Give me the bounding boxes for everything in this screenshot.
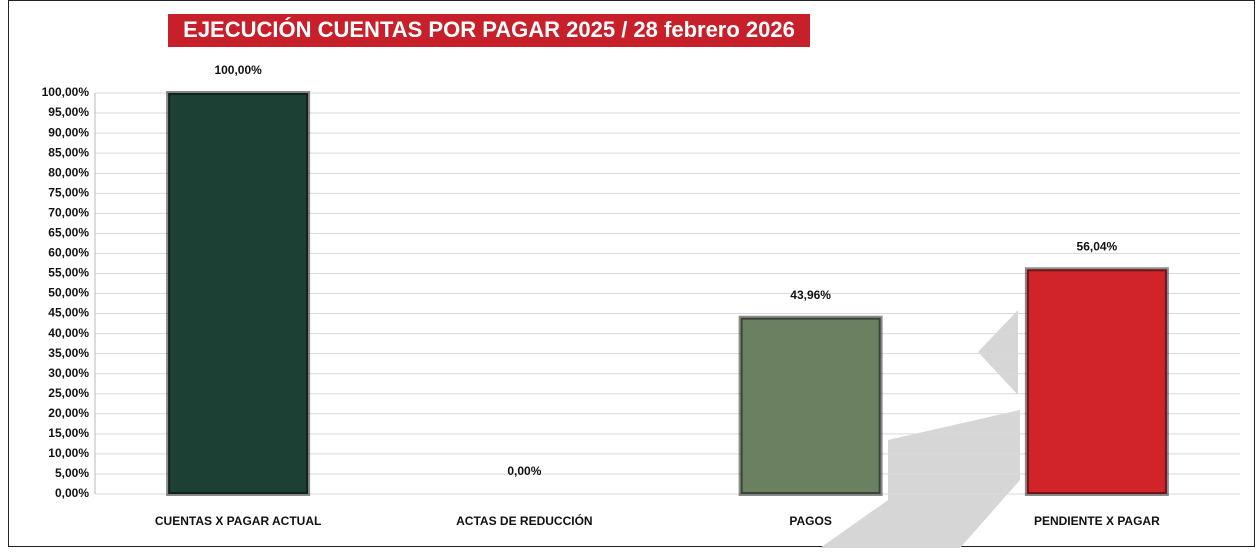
chart-title: EJECUCIÓN CUENTAS POR PAGAR 2025 / 28 fe…: [183, 17, 795, 42]
x-tick-label: PENDIENTE X PAGAR: [1034, 514, 1160, 528]
bar: [1024, 267, 1169, 496]
value-label: 43,96%: [790, 288, 831, 302]
bar: [166, 91, 311, 496]
watermark: [820, 410, 1020, 548]
y-tick-label: 35,00%: [48, 346, 89, 360]
title-background: [168, 14, 810, 47]
value-label: 100,00%: [214, 63, 262, 77]
y-tick-label: 40,00%: [48, 326, 89, 340]
x-tick-label: PAGOS: [789, 514, 831, 528]
y-tick-label: 20,00%: [48, 406, 89, 420]
y-tick-label: 100,00%: [42, 85, 90, 99]
y-tick-label: 55,00%: [48, 266, 89, 280]
bar: [738, 315, 883, 496]
y-tick-label: 10,00%: [48, 446, 89, 460]
y-tick-label: 45,00%: [48, 306, 89, 320]
y-tick-label: 15,00%: [48, 426, 89, 440]
y-tick-label: 60,00%: [48, 246, 89, 260]
value-label: 0,00%: [507, 464, 541, 478]
y-tick-label: 75,00%: [48, 185, 89, 199]
value-label: 56,04%: [1077, 239, 1118, 253]
x-tick-label: ACTAS DE REDUCCIÓN: [456, 513, 592, 528]
x-tick-label: CUENTAS X PAGAR ACTUAL: [155, 514, 321, 528]
y-tick-label: 25,00%: [48, 386, 89, 400]
y-tick-label: 5,00%: [55, 466, 89, 480]
y-tick-label: 0,00%: [55, 486, 89, 500]
y-tick-label: 80,00%: [48, 165, 89, 179]
y-tick-label: 30,00%: [48, 366, 89, 380]
y-tick-label: 50,00%: [48, 286, 89, 300]
y-tick-label: 85,00%: [48, 145, 89, 159]
y-tick-label: 65,00%: [48, 226, 89, 240]
y-tick-label: 95,00%: [48, 105, 89, 119]
y-tick-label: 90,00%: [48, 125, 89, 139]
y-tick-label: 70,00%: [48, 205, 89, 219]
